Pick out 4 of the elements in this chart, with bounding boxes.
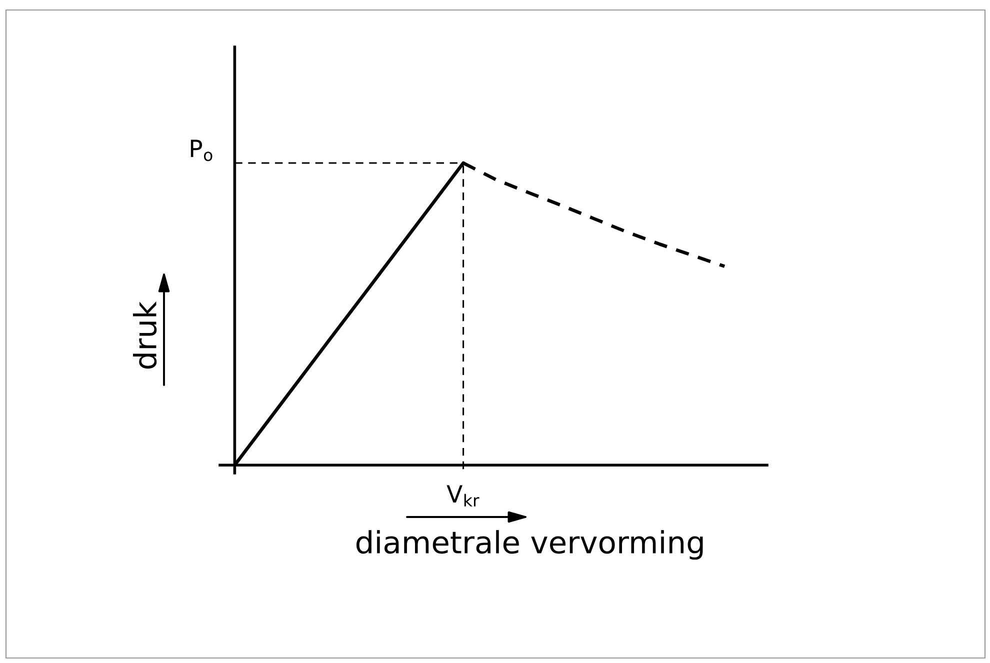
- text: V$_{kr}$: [446, 485, 480, 506]
- ref-line-label: P$_{o}$: [190, 140, 212, 162]
- x-axis-title: diametrale vervorming: [356, 530, 703, 560]
- y-axis-title: druk: [132, 301, 157, 369]
